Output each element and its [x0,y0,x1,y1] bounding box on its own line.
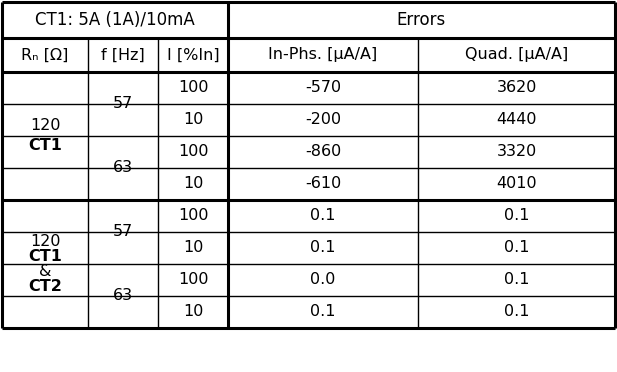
Text: &: & [39,264,51,279]
Text: 10: 10 [183,305,203,320]
Text: Rₙ [Ω]: Rₙ [Ω] [22,48,68,62]
Text: 4010: 4010 [496,176,537,192]
Text: 57: 57 [113,224,133,240]
Text: f [Hz]: f [Hz] [101,48,145,62]
Text: 3620: 3620 [496,80,537,96]
Text: 0.1: 0.1 [310,208,336,224]
Text: 3320: 3320 [496,144,537,160]
Text: 10: 10 [183,241,203,256]
Text: 0.1: 0.1 [310,305,336,320]
Text: 0.1: 0.1 [503,208,529,224]
Text: 0.1: 0.1 [310,241,336,256]
Text: Quad. [μA/A]: Quad. [μA/A] [465,48,568,62]
Text: CT1: 5A (1A)/10mA: CT1: 5A (1A)/10mA [35,11,195,29]
Text: 63: 63 [113,160,133,176]
Text: 100: 100 [178,144,209,160]
Text: -860: -860 [305,144,341,160]
Text: CT2: CT2 [28,279,62,294]
Text: -570: -570 [305,80,341,96]
Text: CT1: CT1 [28,138,62,154]
Text: 120: 120 [30,234,60,249]
Text: 4440: 4440 [496,112,537,128]
Text: Errors: Errors [397,11,446,29]
Text: 57: 57 [113,96,133,112]
Text: 63: 63 [113,289,133,304]
Text: 0.1: 0.1 [503,241,529,256]
Text: -200: -200 [305,112,341,128]
Text: 100: 100 [178,208,209,224]
Text: 0.1: 0.1 [503,305,529,320]
Text: -610: -610 [305,176,341,192]
Text: 100: 100 [178,80,209,96]
Text: 120: 120 [30,119,60,134]
Text: CT1: CT1 [28,249,62,264]
Text: 10: 10 [183,112,203,128]
Text: I [%In]: I [%In] [167,48,219,62]
Text: 10: 10 [183,176,203,192]
Text: 100: 100 [178,273,209,288]
Text: 0.0: 0.0 [310,273,336,288]
Text: In-Phs. [μA/A]: In-Phs. [μA/A] [268,48,378,62]
Text: 0.1: 0.1 [503,273,529,288]
